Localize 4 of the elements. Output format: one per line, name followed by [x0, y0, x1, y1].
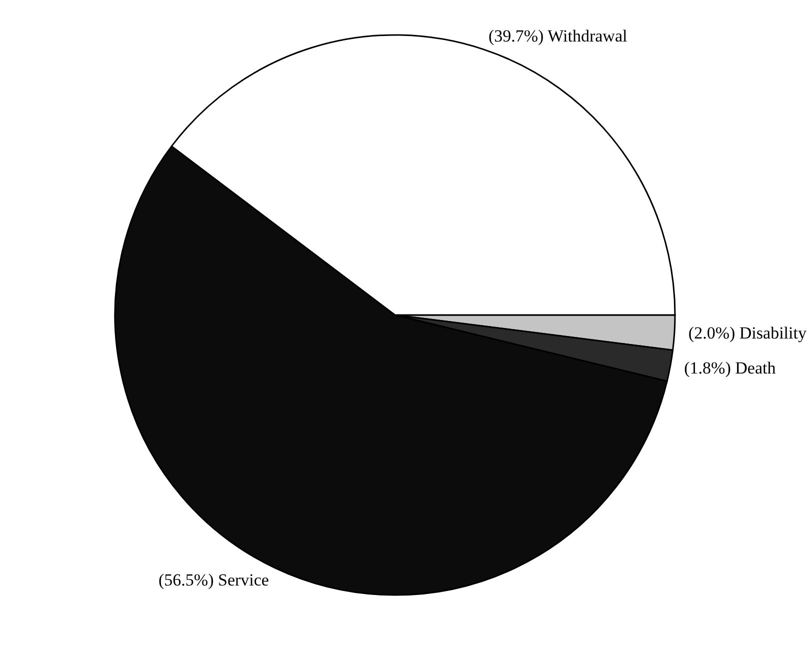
slice-label: (1.8%) Death — [684, 358, 776, 378]
slice-label: (2.0%) Disability — [688, 323, 807, 342]
slice-label: (56.5%) Service — [158, 570, 269, 590]
slice-label: (39.7%) Withdrawal — [488, 26, 628, 46]
